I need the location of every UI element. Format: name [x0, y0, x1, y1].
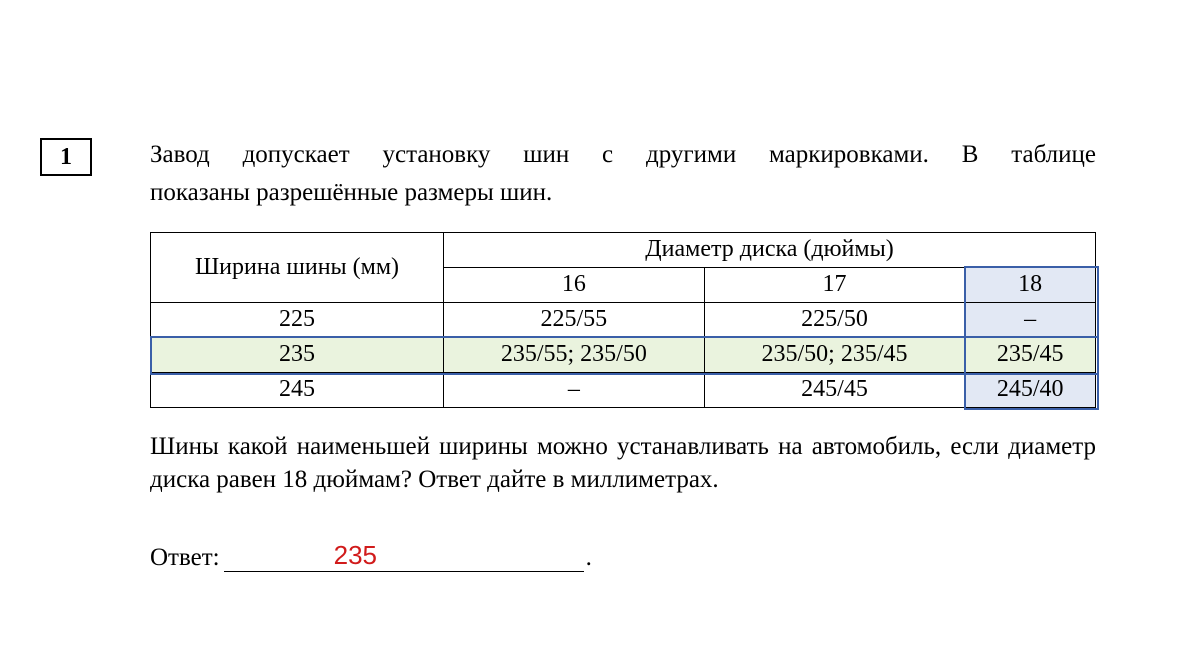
answer-row: Ответ: 235 . [150, 543, 1096, 572]
row-width: 245 [151, 372, 444, 407]
table-row: 225 225/55 225/50 – [151, 302, 1096, 337]
answer-terminator: . [586, 544, 592, 572]
col-17: 17 [704, 267, 965, 302]
answer-blank-line: 235 [224, 543, 584, 572]
row-width: 225 [151, 302, 444, 337]
cell: 245/45 [704, 372, 965, 407]
content-block: Завод допускает установку шин с другими … [150, 138, 1096, 572]
cell: 245/40 [965, 372, 1096, 407]
answer-label: Ответ: [150, 544, 220, 572]
table-wrap: Ширина шины (мм) Диаметр диска (дюймы) 1… [150, 232, 1096, 408]
cell: 235/55; 235/50 [444, 337, 705, 372]
cell: 235/45 [965, 337, 1096, 372]
col-group-header: Диаметр диска (дюймы) [444, 232, 1096, 267]
problem-text-line1: Завод допускает установку шин с другими … [150, 138, 1096, 172]
cell: – [444, 372, 705, 407]
answer-value: 235 [334, 540, 377, 571]
cell: 225/50 [704, 302, 965, 337]
table-header-row-1: Ширина шины (мм) Диаметр диска (дюймы) [151, 232, 1096, 267]
problem-text-line2: показаны разрешённые размеры шин. [150, 176, 1096, 210]
cell: – [965, 302, 1096, 337]
page: 1 Завод допускает установку шин с другим… [0, 0, 1200, 665]
question-text: Шины какой наименьшей ширины можно устан… [150, 430, 1096, 498]
tire-size-table: Ширина шины (мм) Диаметр диска (дюймы) 1… [150, 232, 1096, 408]
col-16: 16 [444, 267, 705, 302]
row-header: Ширина шины (мм) [151, 232, 444, 302]
table-row: 245 – 245/45 245/40 [151, 372, 1096, 407]
cell: 225/55 [444, 302, 705, 337]
table-row: 235 235/55; 235/50 235/50; 235/45 235/45 [151, 337, 1096, 372]
question-number-box: 1 [40, 138, 92, 176]
col-18: 18 [965, 267, 1096, 302]
cell: 235/50; 235/45 [704, 337, 965, 372]
row-width: 235 [151, 337, 444, 372]
question-number: 1 [60, 144, 72, 171]
